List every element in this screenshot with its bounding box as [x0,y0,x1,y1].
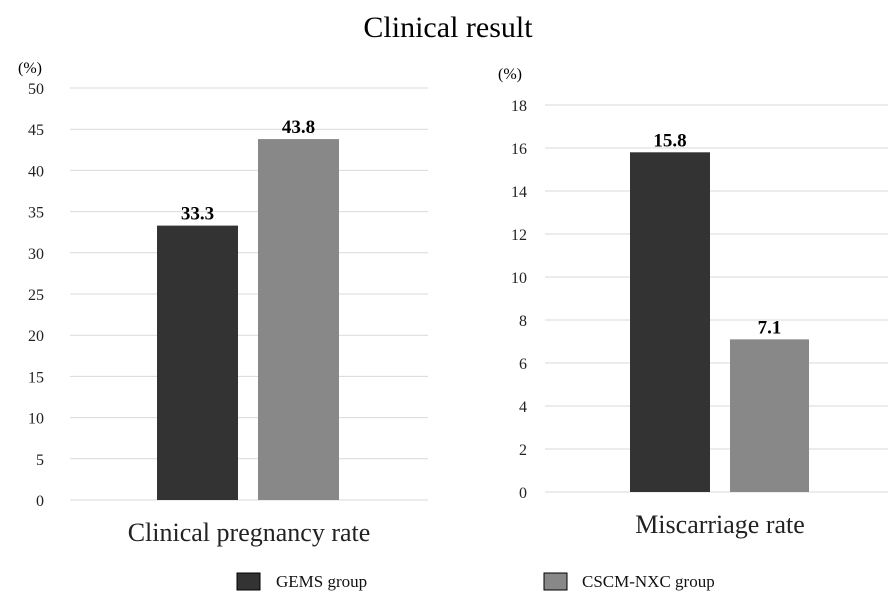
y-tick-label: 45 [28,122,44,139]
y-tick-label: 14 [511,184,527,201]
y-tick-label: 40 [28,163,44,180]
legend-swatch [543,572,568,591]
y-unit-label: (%) [18,60,42,77]
y-tick-label: 0 [36,493,44,510]
bar-cscm-nxc [730,339,809,492]
y-tick-label: 35 [28,205,44,222]
y-tick-label: 4 [519,399,527,416]
y-tick-label: 8 [519,313,527,330]
y-tick-label: 20 [28,328,44,345]
x-category-label: Miscarriage rate [635,510,805,539]
bar-gems [630,152,710,493]
legend-label: CSCM-NXC group [582,572,715,591]
figure-title: Clinical result [363,11,533,44]
legend-label: GEMS group [276,572,367,591]
y-tick-label: 5 [36,452,44,469]
bar-cscm-nxc [258,139,339,500]
data-label: 7.1 [758,317,782,338]
y-tick-label: 10 [28,411,44,428]
y-tick-label: 6 [519,356,527,373]
chart-panel-2: (%) 0 2 4 6 8 10 12 14 16 18 15.8 7.1 Miscarriage rat… [498,66,888,539]
y-tick-label: 2 [519,442,527,459]
legend-swatch [236,572,261,591]
legend: GEMS group CSCM-NXC group [236,572,715,591]
y-tick-label: 10 [511,270,527,287]
y-tick-label: 15 [28,369,44,386]
bar-gems [157,225,238,500]
y-tick-label: 30 [28,246,44,263]
y-tick-label: 50 [28,81,44,98]
y-unit-label: (%) [498,66,522,83]
chart-panel-1: (%) 0 5 10 15 20 25 30 35 40 45 50 33.3 43.8 Clinical … [18,60,428,547]
y-tick-label: 0 [519,485,527,502]
y-tick-label: 25 [28,287,44,304]
x-category-label: Clinical pregnancy rate [128,518,371,547]
data-label: 43.8 [282,117,315,138]
data-label: 33.3 [181,204,214,225]
data-label: 15.8 [653,130,686,151]
y-tick-label: 18 [511,98,527,115]
chart-panels: (%)0510152025303540455033.343.8Clinical … [18,60,888,547]
y-tick-label: 12 [511,227,527,244]
y-tick-label: 16 [511,141,527,158]
